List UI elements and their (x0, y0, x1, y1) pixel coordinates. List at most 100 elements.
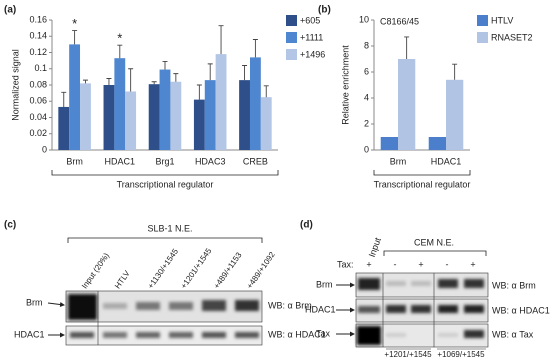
tax-sign: + (366, 259, 371, 269)
blot (355, 323, 489, 348)
significance: * (72, 16, 77, 31)
antibody-label: WB: α Brm (492, 280, 536, 290)
bracket (373, 170, 471, 176)
lane-label: +489/+1092 (245, 250, 277, 291)
bar (159, 69, 171, 150)
probe-label: +1201/+1545 (384, 350, 432, 359)
y-tick-label: 0.16 (29, 14, 47, 24)
y-tick-label: 0.1 (34, 63, 47, 73)
lane-label: Input (367, 236, 383, 259)
error-bar (404, 36, 410, 59)
row-label: Brm (26, 297, 43, 307)
bar (58, 106, 70, 150)
tax-sign: - (446, 259, 449, 269)
y-tick-label: 0.04 (29, 112, 47, 122)
row-label: HDAC1 (305, 304, 336, 314)
panel-label: (d) (300, 220, 313, 231)
y-tick-label: 0.14 (29, 31, 47, 41)
y-tick-label: 0.02 (29, 128, 47, 138)
lane-label: +1201/+1545 (179, 246, 214, 290)
bracket (383, 250, 487, 256)
x-tick-label: HDAC3 (195, 156, 226, 166)
antibody-label: WB: α Brm (268, 300, 312, 310)
bracket (67, 237, 263, 243)
error-bar (452, 63, 458, 80)
antibody-label: WB: α HDAC1 (268, 329, 326, 339)
blot-panel-d: (d) Input CEM N.E. Tax: + - + - + Brm (300, 220, 550, 359)
bar (239, 80, 250, 150)
x-tick-label: HDAC1 (431, 156, 462, 166)
legend-swatch (286, 15, 297, 26)
antibody-label: WB: α Tax (492, 329, 534, 339)
bar (260, 97, 272, 150)
row-label: HDAC1 (14, 329, 45, 339)
lane-label: +1130/+1545 (146, 247, 180, 291)
legend-swatch (477, 32, 488, 43)
bar (428, 137, 446, 150)
row-label: Brm (316, 279, 333, 289)
tax-signs: + - + - + (366, 259, 475, 269)
y-axis-label: Normalized signal (10, 49, 20, 121)
lane-label: HTLV (113, 268, 132, 290)
bands (357, 278, 484, 345)
blot-title: SLB-1 N.E. (147, 223, 192, 233)
tax-sign: + (418, 259, 423, 269)
significance: * (117, 31, 122, 46)
lane-labels: Input (20%) HTLV +1130/+1545+1201/+1545 +48… (80, 246, 277, 290)
error-bar (128, 68, 134, 92)
y-tick-label: 0.06 (29, 96, 47, 106)
error-bar (207, 63, 213, 81)
x-tick-label: HDAC1 (105, 156, 136, 166)
y-tick-label: 8 (364, 40, 369, 50)
error-bar (82, 79, 88, 84)
panel-label: (b) (318, 5, 331, 16)
error-bar (218, 25, 224, 55)
error-bar (263, 85, 269, 98)
error-bar (173, 73, 179, 82)
y-tick-label: 0.08 (29, 79, 47, 89)
legend-label: HTLV (491, 15, 513, 25)
bar (125, 91, 137, 150)
error-bar (117, 44, 123, 59)
legend-swatch (286, 32, 297, 43)
error-bar (242, 65, 248, 81)
bar (380, 137, 398, 150)
error-bar (106, 78, 112, 85)
bracket (51, 170, 279, 176)
bar (446, 79, 464, 150)
legend-label: RNASET2 (491, 32, 533, 42)
bar (114, 58, 126, 150)
bar (80, 83, 91, 150)
tax-label: Tax: (337, 259, 354, 269)
legend-swatch (477, 15, 488, 26)
bar (398, 59, 416, 150)
y-tick-label: 10 (359, 14, 369, 24)
y-tick-label: 0 (364, 144, 369, 154)
error-bar (61, 91, 67, 107)
tax-sign: + (470, 259, 475, 269)
bands (68, 294, 259, 338)
legend-label: +1111 (300, 32, 323, 42)
lane-label: Input (20%) (80, 251, 111, 290)
antibody-label: WB: α HDAC1 (492, 305, 550, 315)
x-tick-label: Brm (66, 156, 83, 166)
x-axis-label: Transcriptional regulator (374, 179, 471, 189)
bar (170, 81, 182, 150)
blot (65, 290, 263, 323)
panel-label: (a) (4, 5, 16, 16)
y-tick-label: 0 (42, 144, 47, 154)
x-tick-label: Brg1 (155, 156, 174, 166)
y-tick-label: 0.12 (29, 47, 47, 57)
bar (69, 44, 81, 150)
panel-label: (c) (4, 220, 16, 231)
y-axis-label: Relative enrichment (340, 45, 350, 125)
bar (249, 57, 261, 150)
x-tick-label: Brm (390, 156, 407, 166)
y-tick-label: 4 (364, 92, 369, 102)
row-label: Tax (316, 328, 331, 338)
y-tick-label: 2 (364, 118, 369, 128)
error-bar (162, 60, 168, 70)
error-bar (196, 84, 202, 100)
tax-sign: - (394, 259, 397, 269)
